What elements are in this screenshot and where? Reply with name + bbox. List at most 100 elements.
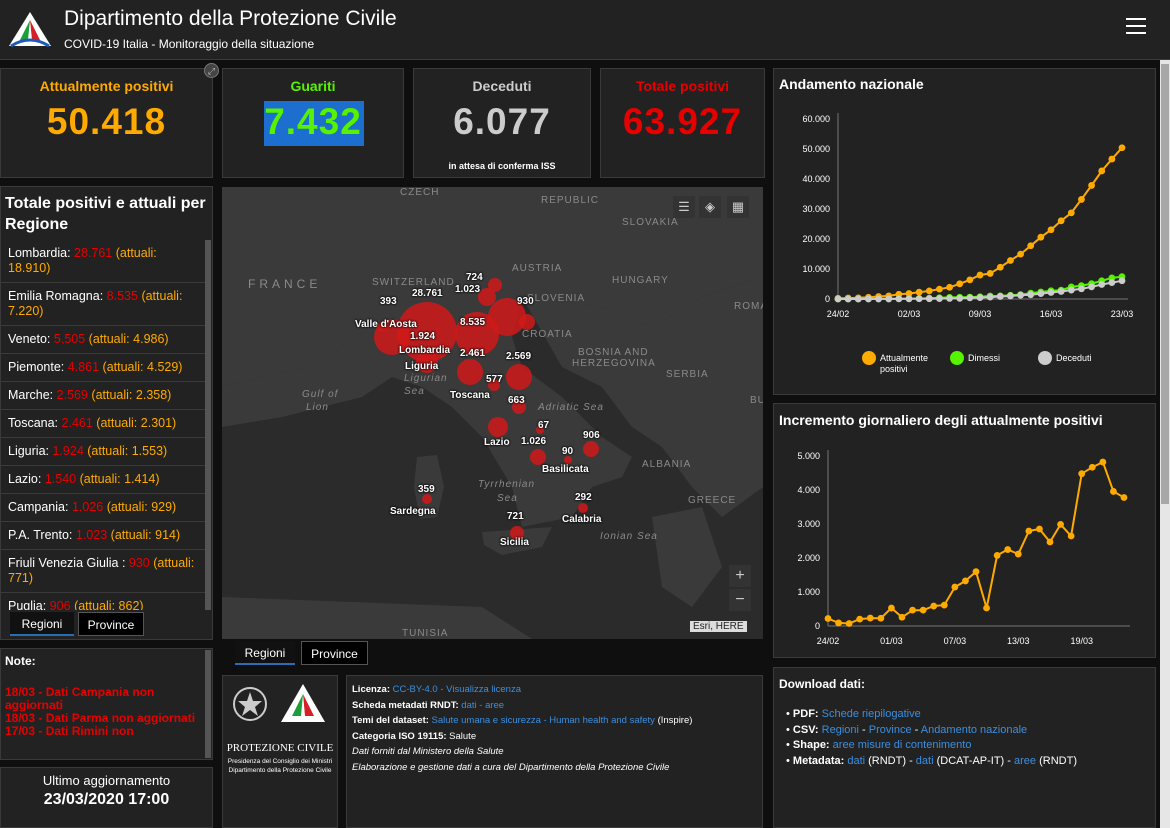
chart-title: Incremento giornaliero degli attualmente… [779, 412, 1103, 428]
map-label-hungary: HUNGARY [612, 275, 669, 286]
rndt-aree-link[interactable]: aree [485, 699, 505, 711]
list-item[interactable]: Campania: 1.026 (attuali: 929) [0, 494, 208, 522]
map-label-republic: REPUBLIC [541, 195, 600, 206]
tab-regioni-list[interactable]: Regioni [10, 612, 74, 636]
expand-icon[interactable]: ⤢ [204, 63, 219, 78]
legend-list-icon[interactable]: ☰ [673, 196, 695, 218]
region-current: (attuali: 4.529) [102, 360, 183, 374]
attuali-value: 4.986 [133, 332, 165, 346]
x-tick-label: 07/03 [944, 636, 967, 646]
download-item-pdf: • PDF: Schede riepilogative [786, 708, 921, 720]
data-point [1078, 470, 1086, 478]
meta-dati-rndt-link[interactable]: dati [847, 754, 866, 767]
data-point [854, 295, 862, 303]
map-label-bu: BU [750, 395, 763, 406]
region-list-scrollbar[interactable] [205, 240, 211, 610]
x-tick-label: 01/03 [880, 636, 903, 646]
list-item[interactable]: Marche: 2.569 (attuali: 2.358) [0, 382, 208, 410]
attuali-value: 929 [151, 500, 173, 514]
region-total: 2.569 [56, 388, 88, 402]
tab-province-list[interactable]: Province [78, 612, 144, 636]
region-current: (attuali: 2.301) [96, 416, 177, 430]
list-item[interactable]: Lazio: 1.540 (attuali: 1.414) [0, 466, 208, 494]
kpi-deceduti: Deceduti 6.077 in attesa di conferma ISS [413, 68, 591, 178]
data-point [1007, 292, 1014, 300]
bubble-sardegna [422, 494, 432, 504]
map-region-label: Liguria [405, 361, 439, 372]
logo-title: PROTEZIONE CIVILE [226, 742, 334, 754]
rndt-dati-link[interactable]: dati [461, 699, 477, 711]
list-item[interactable]: P.A. Trento: 1.023 (attuali: 914) [0, 522, 208, 550]
kpi-label: Deceduti [472, 78, 532, 94]
chart-title: Andamento nazionale [779, 76, 924, 92]
data-point [983, 604, 990, 612]
map-value: 292 [575, 492, 592, 503]
map-label-slovakia: SLOVAKIA [622, 217, 679, 228]
list-item[interactable]: Liguria: 1.924 (attuali: 1.553) [0, 438, 208, 466]
shape-link[interactable]: aree misure di contenimento [832, 739, 972, 751]
region-name: Friuli Venezia Giulia : [8, 556, 126, 570]
kpi-guariti: Guariti 7.432 [222, 68, 404, 178]
map-value: 28.761 [412, 288, 443, 299]
region-total: 28.761 [74, 246, 113, 260]
region-total: 930 [128, 556, 150, 570]
info-panel: Licenza: CC-BY-4.0 - Visualizza licenza … [346, 675, 763, 828]
map-label-bosnia: BOSNIA AND [578, 347, 649, 358]
bubble-emilia [455, 312, 499, 356]
licenza-link[interactable]: CC-BY-4.0 [392, 684, 438, 695]
data-point [885, 295, 893, 303]
meta-text: (RNDT) [1036, 754, 1077, 767]
notes-scrollbar[interactable] [205, 650, 211, 758]
map-label-tyrrhenian: Tyrrhenian [478, 479, 536, 490]
list-item[interactable]: Friuli Venezia Giulia : 930 (attuali: 77… [0, 550, 208, 593]
temi-link[interactable]: Salute umana e sicurezza - Human health … [431, 715, 655, 726]
list-item[interactable]: Puglia: 906 (attuali: 862) [0, 593, 208, 610]
csv-andamento-link[interactable]: Andamento nazionale [920, 723, 1028, 736]
map-view[interactable]: CZECH REPUBLIC SLOVAKIA FRANCE SWITZERLA… [222, 187, 763, 639]
bubble-trento [478, 288, 496, 306]
logo-sub-line: Dipartimento della Protezione Civile [228, 767, 332, 774]
page-scrollbar[interactable] [1160, 60, 1170, 828]
bubble-campania [530, 449, 546, 465]
tab-province-map[interactable]: Province [301, 641, 368, 665]
data-point [956, 294, 964, 302]
meta-aree-link[interactable]: aree [1014, 754, 1037, 767]
x-tick-label: 24/02 [817, 636, 840, 646]
map-label-tunisia: TUNISIA [402, 628, 449, 639]
meta-dati-dcat-link[interactable]: dati [915, 754, 934, 767]
attuali-value: 7.220 [8, 304, 40, 318]
list-item[interactable]: Toscana: 2.461 (attuali: 2.301) [0, 410, 208, 438]
kpi-value: 50.418 [46, 101, 167, 142]
region-list[interactable]: Lombardia: 28.761 (attuali: 18.910) Emili… [0, 240, 208, 610]
value-highlight [264, 101, 364, 146]
page-scrollbar-thumb[interactable] [1161, 64, 1169, 504]
data-point [956, 280, 964, 288]
emblem-icon [233, 687, 267, 721]
zoom-in-button[interactable]: + [729, 565, 751, 587]
region-name: Liguria: [8, 444, 49, 458]
data-point [1120, 494, 1128, 501]
attuali-value: 2.358 [135, 388, 168, 402]
csv-regioni-link[interactable]: Regioni [821, 723, 859, 736]
temi-suffix: (Inspire) [654, 715, 693, 726]
layers-icon[interactable]: ◈ [699, 196, 721, 218]
basemap-gallery-icon[interactable]: ▦ [727, 196, 749, 218]
list-item[interactable]: Piemonte: 4.861 (attuali: 4.529) [0, 354, 208, 382]
list-item[interactable]: Emilia Romagna: 8.535 (attuali: 7.220) [0, 283, 208, 326]
visualizza-licenza-link[interactable]: Visualizza licenza [446, 684, 521, 695]
map-value: 721 [507, 511, 524, 522]
dl-label: PDF: [792, 708, 819, 720]
pdf-link[interactable]: Schede riepilogative [821, 708, 921, 720]
tab-regioni-map[interactable]: Regioni [235, 641, 295, 665]
csv-province-link[interactable]: Province [868, 723, 912, 736]
x-tick-label: 09/03 [969, 309, 992, 319]
info-text: Licenza: CC-BY-4.0 - Visualizza licenza … [352, 682, 757, 775]
chart-incremento-panel: Incremento giornaliero degli attualmente… [773, 403, 1156, 658]
hamburger-menu-icon[interactable] [1126, 18, 1146, 36]
list-item[interactable]: Lombardia: 28.761 (attuali: 18.910) [0, 240, 208, 283]
data-point [905, 290, 913, 297]
download-title: Download dati: [779, 677, 865, 691]
list-item[interactable]: Veneto: 5.505 (attuali: 4.986) [0, 326, 208, 354]
zoom-out-button[interactable]: − [729, 589, 751, 611]
data-point [966, 294, 974, 302]
